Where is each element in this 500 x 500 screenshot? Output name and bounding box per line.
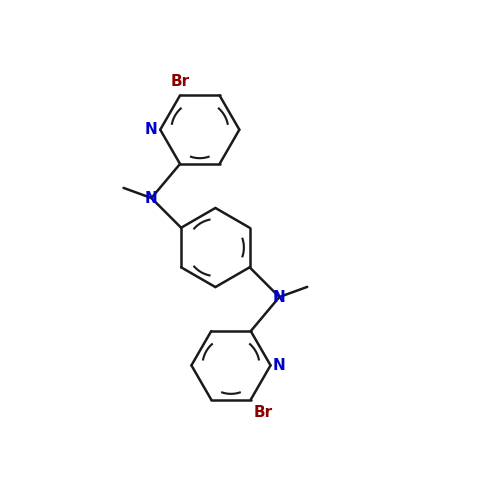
Text: N: N: [273, 358, 286, 373]
Text: N: N: [145, 122, 158, 137]
Text: Br: Br: [170, 74, 190, 90]
Text: N: N: [145, 190, 158, 206]
Text: Br: Br: [253, 404, 272, 419]
Text: N: N: [273, 290, 285, 304]
